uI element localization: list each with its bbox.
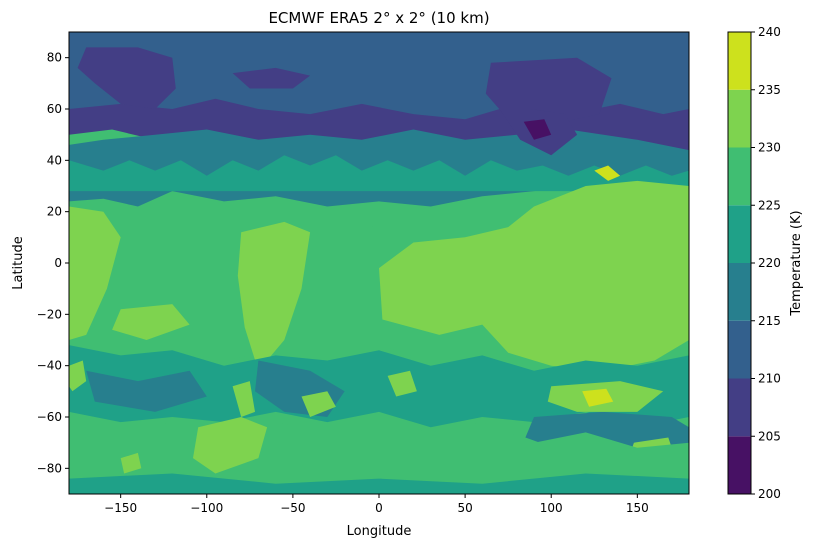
x-axis-ticks: −150 −100 −50 0 50 100 150 bbox=[104, 494, 649, 515]
contour-region-25 bbox=[582, 388, 614, 407]
colorbar-tick-label: 205 bbox=[758, 429, 781, 443]
x-tick-label: −100 bbox=[190, 501, 223, 515]
contour-region-28 bbox=[193, 417, 268, 474]
colorbar-swatch bbox=[728, 89, 751, 148]
colorbar-ticks: 200 205 210 215 220 225 230 235 240 bbox=[751, 25, 781, 501]
contour-region-12 bbox=[594, 165, 621, 181]
contour-region-11 bbox=[379, 180, 689, 371]
contour-region-7 bbox=[485, 57, 612, 125]
colorbar-tick-label: 235 bbox=[758, 83, 781, 97]
colorbar-swatch bbox=[728, 436, 751, 494]
x-tick-label: 0 bbox=[375, 501, 383, 515]
contour-region-23 bbox=[301, 391, 336, 417]
x-tick-label: −150 bbox=[104, 501, 137, 515]
colorbar-swatch bbox=[728, 205, 751, 263]
y-tick-label: 40 bbox=[47, 153, 62, 167]
colorbar bbox=[728, 32, 751, 494]
colorbar-tick-label: 200 bbox=[758, 487, 781, 501]
colorbar-tick-label: 215 bbox=[758, 314, 781, 328]
colorbar-tick-label: 225 bbox=[758, 198, 781, 212]
contour-region-9 bbox=[523, 119, 552, 140]
x-tick-label: 50 bbox=[457, 501, 472, 515]
x-axis-label: Longitude bbox=[347, 524, 412, 539]
colorbar-swatch bbox=[728, 378, 751, 437]
contour-region-30 bbox=[69, 473, 689, 494]
y-tick-label: 80 bbox=[47, 51, 62, 65]
x-tick-label: 150 bbox=[626, 501, 649, 515]
y-tick-label: −40 bbox=[37, 359, 62, 373]
y-tick-label: 0 bbox=[54, 256, 62, 270]
y-tick-label: −20 bbox=[37, 307, 62, 321]
colorbar-tick-label: 230 bbox=[758, 141, 781, 155]
y-axis-ticks: −80 −60 −40 −20 0 20 40 60 80 bbox=[37, 51, 69, 475]
colorbar-tick-label: 220 bbox=[758, 256, 781, 270]
contour-region-16 bbox=[69, 345, 689, 428]
chart-title: ECMWF ERA5 2° x 2° (10 km) bbox=[268, 9, 489, 27]
colorbar-tick-label: 210 bbox=[758, 372, 781, 386]
contour-region-29 bbox=[120, 452, 142, 474]
y-tick-label: −60 bbox=[37, 410, 62, 424]
contour-region-22 bbox=[387, 370, 417, 397]
y-axis-label: Latitude bbox=[11, 236, 26, 290]
colorbar-swatch bbox=[728, 320, 751, 379]
colorbar-label: Temperature (K) bbox=[789, 210, 804, 316]
contour-region-21 bbox=[232, 381, 255, 417]
contour-region-14 bbox=[237, 221, 311, 371]
colorbar-swatch bbox=[728, 32, 751, 90]
y-tick-label: −80 bbox=[37, 461, 62, 475]
contour-plot-area bbox=[69, 32, 689, 494]
contour-region-20 bbox=[69, 360, 87, 392]
x-tick-label: −50 bbox=[280, 501, 305, 515]
colorbar-tick-label: 240 bbox=[758, 25, 781, 39]
contour-region-17 bbox=[86, 370, 207, 412]
contour-region-5 bbox=[232, 67, 311, 89]
y-tick-label: 60 bbox=[47, 102, 62, 116]
contour-region-4 bbox=[77, 47, 176, 109]
contour-region-13 bbox=[69, 206, 121, 340]
x-tick-label: 100 bbox=[540, 501, 563, 515]
y-tick-label: 20 bbox=[47, 205, 62, 219]
colorbar-swatch bbox=[728, 263, 751, 321]
colorbar-swatch bbox=[728, 147, 751, 206]
contour-region-15 bbox=[112, 304, 190, 340]
contour-region-3 bbox=[69, 155, 689, 192]
